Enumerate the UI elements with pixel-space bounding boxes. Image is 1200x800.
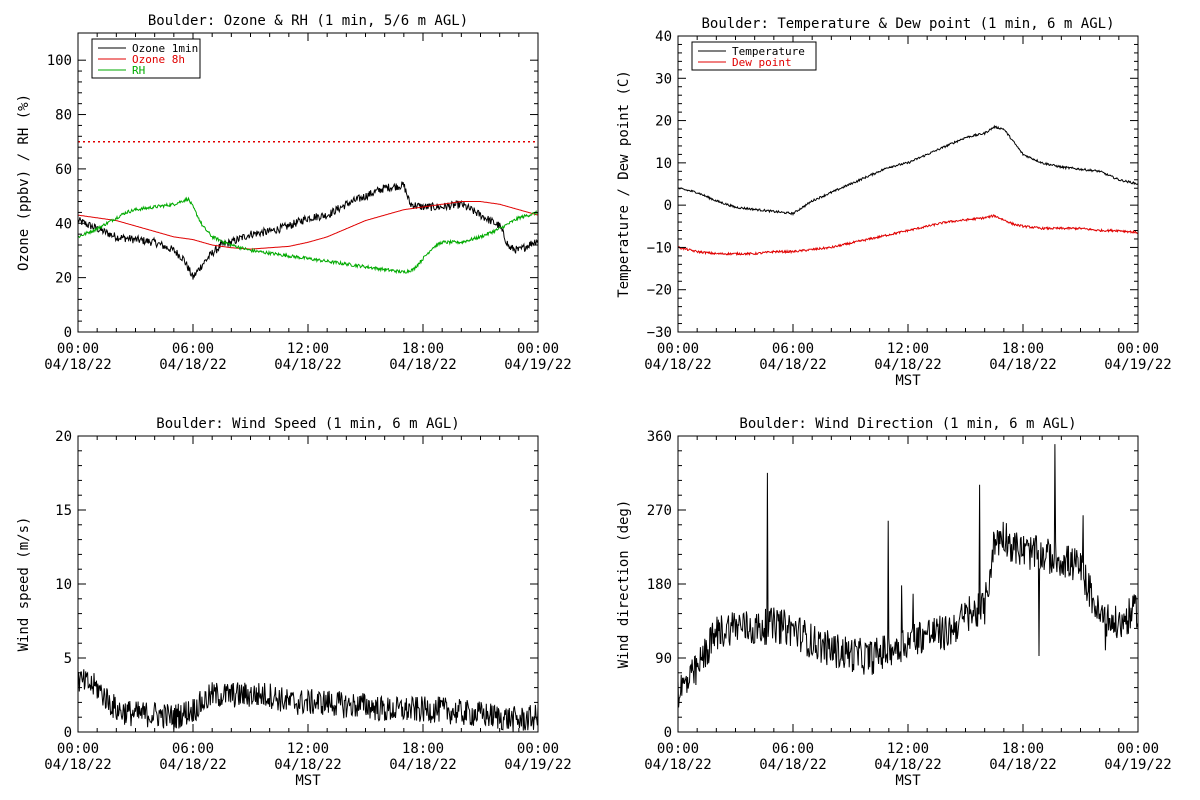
y-tick-label: 0: [64, 725, 72, 741]
y-tick-label: 0: [664, 725, 672, 741]
series-line-ozone-8h: [78, 201, 538, 250]
x-tick-time: 00:00: [657, 341, 699, 357]
chart-panel-3: Boulder: Wind Speed (1 min, 6 m AGL) 0 5 10…: [16, 416, 572, 789]
y-axis-label: Wind speed (m/s): [16, 517, 32, 652]
x-tick-time: 18:00: [402, 741, 444, 757]
y-tick-label: 80: [55, 108, 72, 124]
x-tick-date: 04/18/22: [274, 357, 341, 373]
legend-label: Ozone 8h: [132, 53, 185, 66]
x-tick-time: 06:00: [772, 341, 814, 357]
x-tick-date: 04/18/22: [644, 357, 711, 373]
x-tick-date: 04/19/22: [504, 757, 571, 773]
y-tick-label: 90: [655, 651, 672, 667]
x-tick-date: 04/18/22: [759, 357, 826, 373]
x-tick-date: 04/19/22: [1104, 757, 1171, 773]
series-line-1: [678, 444, 1138, 708]
y-tick-label: 10: [655, 156, 672, 172]
x-tick-date: 04/18/22: [874, 357, 941, 373]
x-tick-date: 04/18/22: [159, 357, 226, 373]
x-tick-time: 06:00: [172, 341, 214, 357]
chart-panel-2: Boulder: Temperature & Dew point (1 min,…: [616, 16, 1172, 389]
x-tick-date: 04/18/22: [644, 757, 711, 773]
chart-title: Boulder: Temperature & Dew point (1 min,…: [701, 16, 1114, 32]
x-tick-date: 04/18/22: [989, 357, 1056, 373]
y-tick-label: −30: [647, 325, 672, 341]
plot-area: [678, 124, 1138, 257]
x-tick-date: 04/18/22: [159, 757, 226, 773]
y-tick-label: 10: [55, 577, 72, 593]
x-tick-date: 04/19/22: [1104, 357, 1171, 373]
y-tick-label: 360: [647, 429, 672, 445]
chart-panel-1: Boulder: Ozone & RH (1 min, 5/6 m AGL) 0 2…: [16, 13, 572, 373]
y-tick-label: −10: [647, 240, 672, 256]
x-tick-date: 04/18/22: [989, 757, 1056, 773]
x-tick-time: 18:00: [1002, 341, 1044, 357]
y-tick-label: 40: [55, 216, 72, 232]
x-tick-time: 06:00: [172, 741, 214, 757]
x-tick-time: 00:00: [57, 741, 99, 757]
plot-area: [678, 444, 1138, 708]
x-tick-time: 06:00: [772, 741, 814, 757]
series-line-1: [78, 669, 538, 732]
x-axis-label: MST: [895, 773, 921, 789]
plot-area: [78, 181, 538, 280]
y-tick-label: 20: [55, 429, 72, 445]
y-tick-label: 20: [655, 114, 672, 130]
x-tick-time: 00:00: [517, 341, 559, 357]
x-tick-date: 04/18/22: [389, 757, 456, 773]
y-tick-label: −20: [647, 283, 672, 299]
y-axis-label: Ozone (ppbv) / RH (%): [16, 94, 32, 271]
legend-box: [691, 41, 817, 71]
x-tick-date: 04/18/22: [44, 357, 111, 373]
x-tick-time: 00:00: [1117, 341, 1159, 357]
chart-title: Boulder: Ozone & RH (1 min, 5/6 m AGL): [148, 13, 468, 29]
x-axis-label: MST: [895, 373, 921, 389]
y-tick-label: 100: [47, 53, 72, 69]
y-tick-label: 270: [647, 503, 672, 519]
x-tick-time: 00:00: [517, 741, 559, 757]
x-tick-date: 04/18/22: [389, 357, 456, 373]
plot-area: [78, 669, 538, 732]
x-tick-time: 18:00: [1002, 741, 1044, 757]
x-tick-date: 04/19/22: [504, 357, 571, 373]
y-axis-label: Temperature / Dew point (C): [616, 70, 632, 298]
x-tick-time: 12:00: [287, 341, 329, 357]
y-tick-label: 60: [55, 162, 72, 178]
chart-title: Boulder: Wind Direction (1 min, 6 m AGL): [739, 416, 1076, 432]
x-tick-time: 00:00: [57, 341, 99, 357]
series-line-temperature: [678, 124, 1138, 216]
series-line-rh: [78, 196, 538, 275]
legend-label: Temperature: [732, 45, 805, 58]
x-tick-date: 04/18/22: [874, 757, 941, 773]
legend-label: RH: [132, 64, 145, 77]
x-tick-time: 00:00: [657, 741, 699, 757]
legend-label: Dew point: [732, 56, 792, 69]
y-tick-label: 180: [647, 577, 672, 593]
y-tick-label: 40: [655, 29, 672, 45]
x-axis-label: MST: [295, 773, 321, 789]
y-tick-label: 20: [55, 271, 72, 287]
x-tick-time: 12:00: [887, 341, 929, 357]
x-tick-date: 04/18/22: [44, 757, 111, 773]
x-tick-date: 04/18/22: [759, 757, 826, 773]
y-tick-label: 5: [64, 651, 72, 667]
x-tick-time: 12:00: [887, 741, 929, 757]
x-tick-date: 04/18/22: [274, 757, 341, 773]
x-tick-time: 18:00: [402, 341, 444, 357]
y-tick-label: 15: [55, 503, 72, 519]
chart-panel-4: Boulder: Wind Direction (1 min, 6 m AGL)…: [616, 416, 1172, 789]
series-line-dew-point: [678, 214, 1138, 257]
chart-title: Boulder: Wind Speed (1 min, 6 m AGL): [156, 416, 459, 432]
y-tick-label: 0: [64, 325, 72, 341]
y-axis-label: Wind direction (deg): [616, 500, 632, 669]
legend-label: Ozone 1min: [132, 42, 198, 55]
x-tick-time: 00:00: [1117, 741, 1159, 757]
y-tick-label: 30: [655, 71, 672, 87]
x-tick-time: 12:00: [287, 741, 329, 757]
y-tick-label: 0: [664, 198, 672, 214]
